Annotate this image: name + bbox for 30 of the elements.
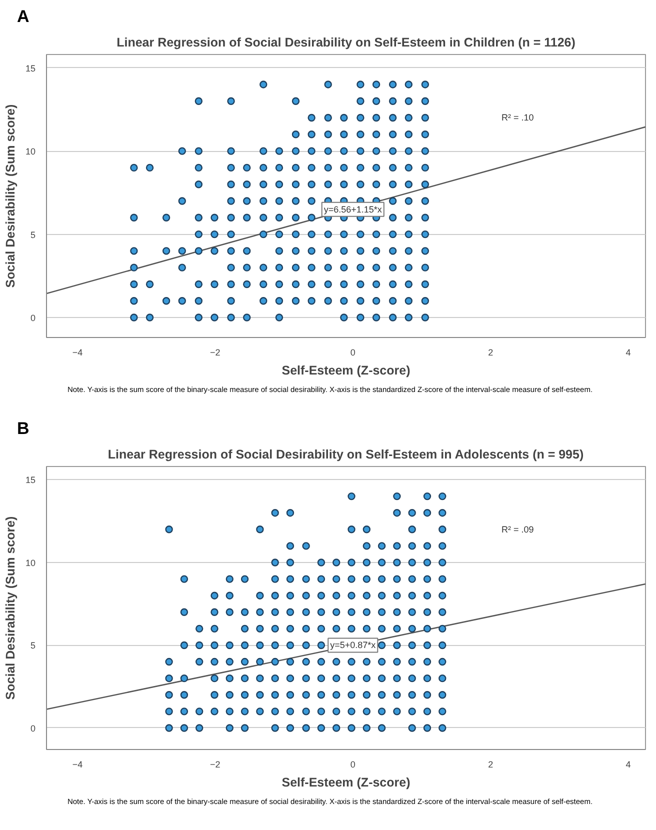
x-tick-label: −4	[72, 760, 83, 770]
chart-title: Linear Regression of Social Desirability on Self-Esteem in Adolescents (n = 995)	[108, 448, 584, 462]
y-tick-label: 5	[30, 230, 36, 240]
x-tick-label: 2	[488, 348, 494, 358]
chart-title: Linear Regression of Social Desirability on Self-Esteem in Children (n = 1126)	[116, 36, 576, 50]
annotation: y=5+0.87*x	[330, 640, 376, 650]
x-tick-label: −4	[72, 348, 83, 358]
text: A	[17, 6, 30, 28]
text: B	[17, 418, 30, 440]
y-tick-label: 0	[30, 723, 36, 734]
x-tick-label: 4	[626, 760, 631, 770]
y-tick-label: 5	[30, 640, 36, 651]
x-axis-title: Self-Esteem (Z-score)	[282, 364, 410, 378]
y-axis-title: Social Desirability (Sum score)	[3, 516, 18, 700]
x-tick-label: 2	[488, 760, 494, 770]
annotation: R² = .10	[502, 112, 534, 122]
x-tick-label: −2	[210, 760, 220, 770]
x-tick-label: 0	[350, 760, 356, 770]
y-tick-label: 10	[25, 146, 36, 157]
x-axis-title: Self-Esteem (Z-score)	[282, 776, 410, 790]
x-tick-label: −2	[210, 348, 220, 358]
y-tick-label: 15	[25, 475, 36, 486]
y-tick-label: 10	[25, 558, 36, 568]
annotation: R² = .09	[502, 524, 534, 534]
x-tick-label: 0	[350, 348, 356, 358]
y-tick-label: 15	[25, 63, 36, 74]
y-axis-title: Social Desirability (Sum score)	[3, 104, 18, 288]
y-tick-label: 0	[30, 313, 36, 324]
annotation: y=6.56+1.15*x	[324, 204, 382, 214]
x-tick-label: 4	[626, 348, 631, 358]
